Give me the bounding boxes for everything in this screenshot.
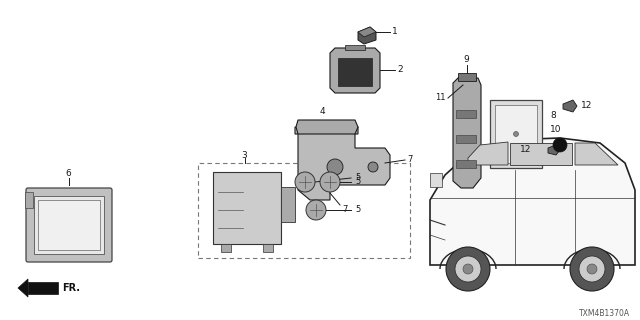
Bar — [456, 110, 476, 118]
Text: 4: 4 — [320, 108, 326, 116]
Text: FR.: FR. — [62, 283, 80, 293]
Bar — [456, 135, 476, 143]
Circle shape — [463, 264, 473, 274]
Bar — [263, 244, 273, 252]
Bar — [458, 73, 476, 81]
Polygon shape — [548, 145, 560, 155]
Bar — [338, 58, 372, 86]
Bar — [34, 196, 104, 254]
Polygon shape — [430, 138, 635, 265]
Polygon shape — [28, 282, 58, 294]
Polygon shape — [358, 27, 376, 44]
Text: 5: 5 — [355, 173, 360, 182]
Text: 8: 8 — [550, 110, 556, 119]
Polygon shape — [563, 100, 577, 112]
Polygon shape — [330, 48, 380, 93]
Text: 5: 5 — [355, 178, 360, 187]
Text: 3: 3 — [241, 150, 247, 159]
Polygon shape — [468, 142, 508, 165]
Polygon shape — [453, 78, 481, 188]
Text: 5: 5 — [355, 205, 360, 214]
Polygon shape — [295, 127, 390, 200]
Bar — [213, 172, 281, 244]
Polygon shape — [18, 279, 28, 297]
Bar — [281, 187, 295, 222]
Text: 1: 1 — [392, 28, 397, 36]
Bar — [490, 100, 542, 168]
Bar — [456, 160, 476, 168]
Circle shape — [327, 159, 343, 175]
Circle shape — [570, 247, 614, 291]
Bar — [495, 105, 537, 163]
Circle shape — [587, 264, 597, 274]
Text: 11: 11 — [435, 93, 445, 102]
Bar — [25, 192, 33, 208]
Text: 10: 10 — [550, 125, 561, 134]
Circle shape — [295, 172, 315, 192]
Circle shape — [306, 200, 326, 220]
Bar — [345, 45, 365, 50]
Polygon shape — [575, 143, 618, 165]
Bar — [430, 173, 442, 187]
Text: 12: 12 — [581, 101, 593, 110]
Text: 2: 2 — [397, 66, 403, 75]
Text: 7: 7 — [342, 205, 348, 214]
Text: 7: 7 — [407, 156, 412, 164]
Circle shape — [513, 132, 518, 137]
Circle shape — [579, 256, 605, 282]
Text: TXM4B1370A: TXM4B1370A — [579, 308, 630, 317]
FancyBboxPatch shape — [26, 188, 112, 262]
Polygon shape — [358, 27, 376, 37]
Circle shape — [320, 172, 340, 192]
Circle shape — [553, 138, 567, 152]
Text: 6: 6 — [65, 170, 71, 179]
Bar — [198, 163, 410, 258]
Circle shape — [446, 247, 490, 291]
Text: 9: 9 — [463, 55, 468, 65]
Polygon shape — [510, 143, 572, 165]
Bar — [221, 244, 231, 252]
Bar — [38, 200, 100, 250]
Polygon shape — [296, 120, 358, 134]
Circle shape — [368, 162, 378, 172]
Text: 12: 12 — [520, 146, 531, 155]
Circle shape — [455, 256, 481, 282]
